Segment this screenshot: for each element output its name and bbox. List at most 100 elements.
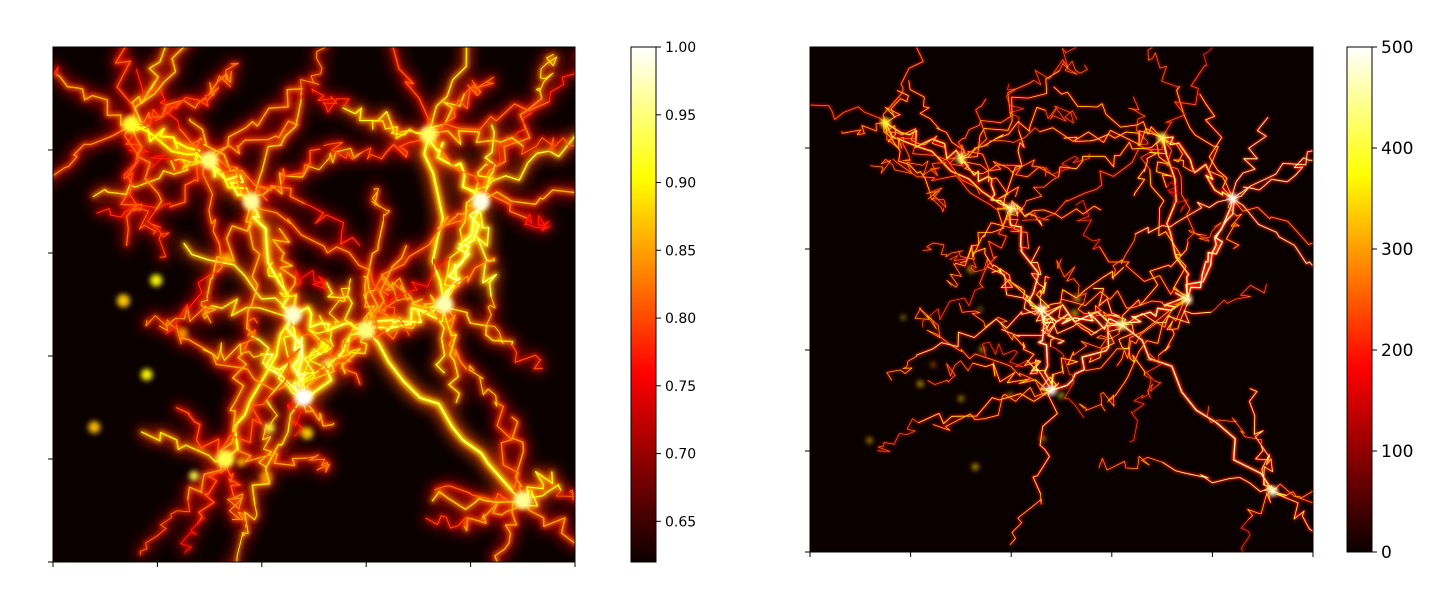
filament-core-2-29	[982, 341, 1028, 368]
filament-core-2-128	[1063, 130, 1163, 146]
colorbar-2-gradient	[1346, 46, 1373, 553]
filament-core-2-2	[1050, 324, 1123, 392]
filament-core-1-53	[511, 344, 544, 370]
filament-core-2-96	[884, 90, 909, 124]
filament-core-1-138	[521, 137, 575, 155]
filament-core-2-129	[1053, 86, 1163, 139]
filament-core-1-117	[371, 188, 391, 223]
x-axis-ticks-2	[809, 552, 1314, 557]
filament-core-1-6	[443, 200, 484, 306]
filament-core-2-108	[1249, 388, 1274, 492]
filament-core-1-141	[392, 47, 430, 136]
filament-core-2-17	[1032, 390, 1058, 495]
x-axis-ticks-1	[52, 562, 576, 567]
filament-core-2-89	[957, 98, 987, 159]
filament-core-2-20	[877, 418, 919, 452]
colorbar-2-tick-label-2: 400	[1381, 139, 1413, 159]
hub-node-1-5	[242, 192, 261, 211]
hub-node-1-3	[472, 192, 490, 211]
colorbar-1-tick-label-7: 0.70	[665, 447, 696, 463]
filament-core-2-106	[1272, 491, 1313, 504]
filament-core-2-130	[1133, 137, 1168, 196]
blob-2-12	[901, 315, 906, 320]
filament-core-2-35	[972, 248, 1042, 310]
filament-core-1-13	[365, 329, 524, 502]
filament-core-1-89	[130, 97, 207, 125]
filament-core-2-69	[922, 286, 984, 328]
filament-core-1-20	[180, 337, 305, 398]
filament-core-1-134	[323, 141, 383, 160]
filament-core-2-98	[885, 122, 903, 150]
filament-core-1-85	[53, 66, 59, 77]
blob-2-7	[972, 463, 979, 470]
y-axis-ticks-1	[48, 149, 53, 563]
filament-core-1-96	[9, 186, 43, 204]
blob-1-12	[116, 294, 130, 308]
filament-core-1-84	[55, 73, 132, 126]
filament-core-2-95	[841, 122, 886, 135]
filament-core-2-79	[960, 70, 1061, 159]
filament-core-1-10	[250, 200, 295, 316]
filament-core-1-55	[381, 273, 412, 302]
filament-core-2-41	[1041, 267, 1124, 310]
filament-core-1-150	[306, 454, 330, 473]
filament-core-2-92	[884, 120, 930, 192]
filament-core-1-47	[487, 112, 533, 166]
colorbar-2: 500 400 300 200 100 0	[1346, 38, 1413, 563]
filament-core-1-37	[480, 124, 496, 203]
filament-glow-1-142	[385, 0, 417, 18]
blob-2-1	[1071, 310, 1078, 317]
filament-core-2-116	[1093, 287, 1127, 326]
filament-core-2-6	[1121, 292, 1188, 326]
filament-core-2-131	[1161, 137, 1197, 173]
filament-core-1-152	[240, 317, 258, 354]
filament-core-1-45	[535, 53, 557, 99]
hub-node-2-3	[1227, 193, 1238, 204]
blob-2-5	[1058, 392, 1064, 398]
filament-core-2-91	[1033, 47, 1078, 85]
filament-core-2-27	[914, 307, 941, 339]
heatmap-panel-1	[9, 0, 667, 605]
filament-core-1-21	[145, 315, 182, 345]
filament-core-2-16	[927, 360, 973, 385]
filament-core-2-80	[1059, 60, 1088, 75]
filament-core-1-69	[300, 47, 327, 100]
filament-core-2-127	[1166, 182, 1189, 213]
filament-core-2-68	[979, 208, 1012, 288]
filament-core-1-51	[435, 303, 446, 374]
filament-core-1-29	[265, 314, 296, 408]
filament-core-1-156	[139, 499, 191, 556]
filament-glow-1-108	[632, 580, 667, 605]
filament-glow-1-85	[53, 63, 62, 79]
colorbar-1: 1.00 0.95 0.90 0.85 0.80 0.75 0.70 0.65	[630, 40, 696, 563]
filament-core-2-122	[1077, 302, 1126, 328]
filament-core-2-86	[960, 157, 1019, 200]
filament-core-2-45	[1231, 117, 1269, 199]
blob-1-9	[301, 427, 314, 440]
filament-core-2-138	[1161, 137, 1196, 234]
filament-core-2-15	[972, 362, 1052, 392]
colorbar-1-ticks: 1.00 0.95 0.90 0.85 0.80 0.75 0.70 0.65	[656, 40, 696, 530]
filament-core-1-66	[250, 200, 371, 271]
filament-core-2-112	[1207, 406, 1262, 446]
filament-core-2-64	[1116, 299, 1188, 367]
filament-core-2-119	[1118, 323, 1146, 376]
filament-core-2-81	[960, 107, 1046, 159]
filament-core-1-38	[480, 189, 575, 205]
filament-core-1-23	[202, 342, 266, 361]
filament-core-1-94	[129, 194, 157, 235]
filament-core-1-109	[494, 499, 524, 562]
filament-core-2-83	[960, 157, 1056, 178]
filament-core-1-24	[300, 396, 335, 427]
filament-body-1-85	[53, 65, 60, 78]
hub-node-1-8	[513, 491, 532, 510]
filament-core-1-27	[296, 315, 328, 398]
filament-core-2-38	[1036, 276, 1050, 310]
filament-body-1-108	[632, 580, 667, 605]
filament-core-1-131	[428, 47, 468, 136]
filament-core-2-84	[930, 157, 964, 177]
filament-core-2-135	[1021, 212, 1055, 221]
filament-core-1-82	[208, 159, 306, 205]
filament-core-2-51	[1232, 198, 1313, 267]
filament-network-2	[810, 47, 1313, 552]
